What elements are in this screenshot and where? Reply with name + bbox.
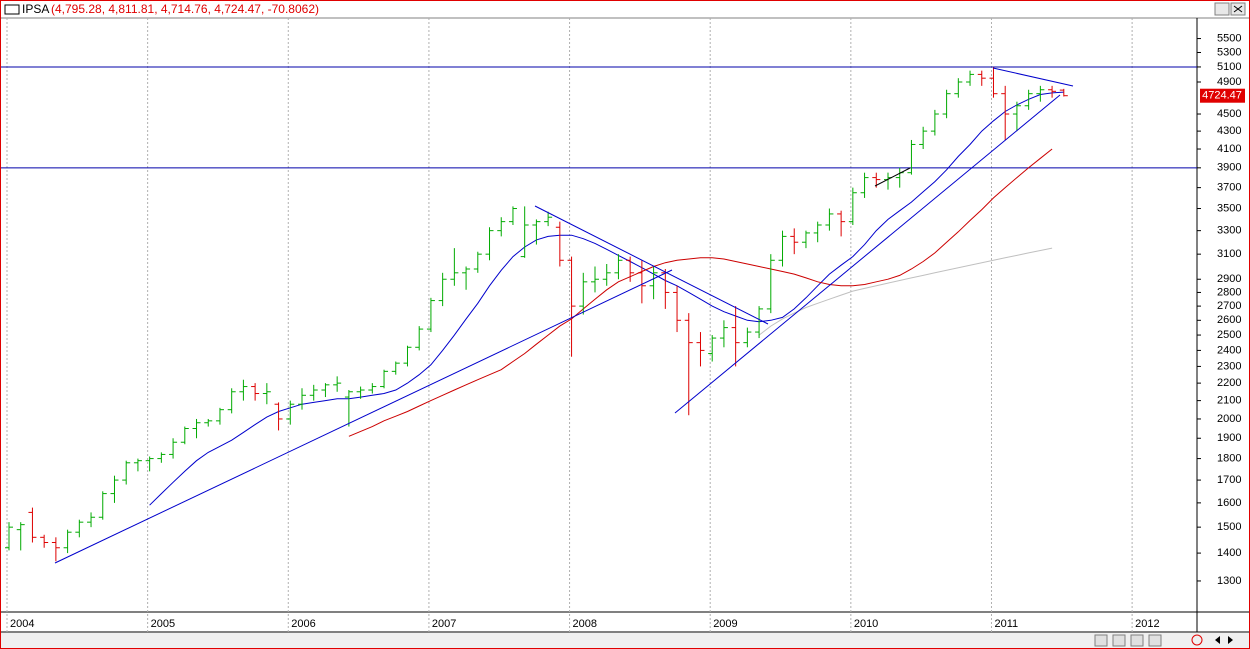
y-tick-label: 3500 xyxy=(1217,202,1241,214)
y-tick-label: 1500 xyxy=(1217,521,1241,533)
close-icon xyxy=(1233,5,1243,13)
y-tick-label: 2300 xyxy=(1217,360,1241,372)
y-tick-label: 1300 xyxy=(1217,575,1241,587)
y-tick-label: 3900 xyxy=(1217,162,1241,174)
y-tick-label: 2600 xyxy=(1217,314,1241,326)
x-tick-label: 2008 xyxy=(573,618,597,630)
trendline xyxy=(534,205,769,325)
y-tick-label: 2800 xyxy=(1217,286,1241,298)
zoom-out-button[interactable] xyxy=(1130,634,1144,647)
x-tick-label: 2005 xyxy=(151,618,175,630)
scroll-button[interactable] xyxy=(1112,634,1126,647)
status-icon xyxy=(1191,634,1203,646)
y-tick-label: 5300 xyxy=(1217,46,1241,58)
y-tick-label: 4300 xyxy=(1217,125,1241,137)
x-tick-label: 2007 xyxy=(432,618,456,630)
chart-subtitle: (4,795.28, 4,811.81, 4,714.76, 4,724.47,… xyxy=(51,2,319,16)
y-tick-label: 5100 xyxy=(1217,61,1241,73)
scroll-left[interactable] xyxy=(1215,636,1220,644)
trendline xyxy=(54,269,673,564)
y-tick-label: 4900 xyxy=(1217,76,1241,88)
y-tick-label: 5500 xyxy=(1217,32,1241,44)
x-tick-label: 2011 xyxy=(994,618,1018,630)
trendlines xyxy=(54,67,1074,564)
y-tick-label: 3700 xyxy=(1217,182,1241,194)
y-tick-label: 4100 xyxy=(1217,143,1241,155)
y-tick-label: 2200 xyxy=(1217,377,1241,389)
y-tick-label: 1700 xyxy=(1217,474,1241,486)
x-tick-label: 2004 xyxy=(10,618,34,630)
plot-area: 2004 2005 2006 2007 2008 2009 2010 2011 2012 1300… xyxy=(1,18,1245,632)
last-price-box xyxy=(1200,88,1245,103)
title-bar xyxy=(1,1,1249,18)
x-tick-label: 2009 xyxy=(713,618,737,630)
y-tick-label: 2100 xyxy=(1217,395,1241,407)
scroll-right[interactable] xyxy=(1228,636,1233,644)
y-tick-label: 1600 xyxy=(1217,497,1241,509)
trendline xyxy=(992,67,1074,87)
chart-title: IPSA xyxy=(22,2,49,16)
y-tick-label: 1400 xyxy=(1217,547,1241,559)
zoom-in-button[interactable] xyxy=(1148,634,1162,647)
y-tick-label: 2000 xyxy=(1217,413,1241,425)
window-icon xyxy=(4,4,20,15)
y-tick-label: 2700 xyxy=(1217,300,1241,312)
y-tick-label: 1900 xyxy=(1217,432,1241,444)
y-tick-label: 2400 xyxy=(1217,344,1241,356)
x-tick-label: 2010 xyxy=(854,618,878,630)
scrollbar[interactable] xyxy=(1,633,1249,648)
moving-average xyxy=(758,247,1053,336)
trendline xyxy=(874,167,911,187)
last-price-label: 4724.47 xyxy=(1202,90,1242,102)
y-tick-label: 4500 xyxy=(1217,108,1241,120)
trendline xyxy=(674,94,1061,414)
y-tick-label: 3100 xyxy=(1217,248,1241,260)
restore-button[interactable] xyxy=(1214,2,1230,16)
y-tick-label: 1800 xyxy=(1217,452,1241,464)
y-tick-label: 3300 xyxy=(1217,225,1241,237)
x-tick-label: 2006 xyxy=(291,618,315,630)
y-tick-label: 2500 xyxy=(1217,329,1241,341)
y-tick-label: 2900 xyxy=(1217,273,1241,285)
scroll-button[interactable] xyxy=(1094,634,1108,647)
moving-average xyxy=(348,148,1053,437)
x-tick-label: 2012 xyxy=(1135,618,1159,630)
